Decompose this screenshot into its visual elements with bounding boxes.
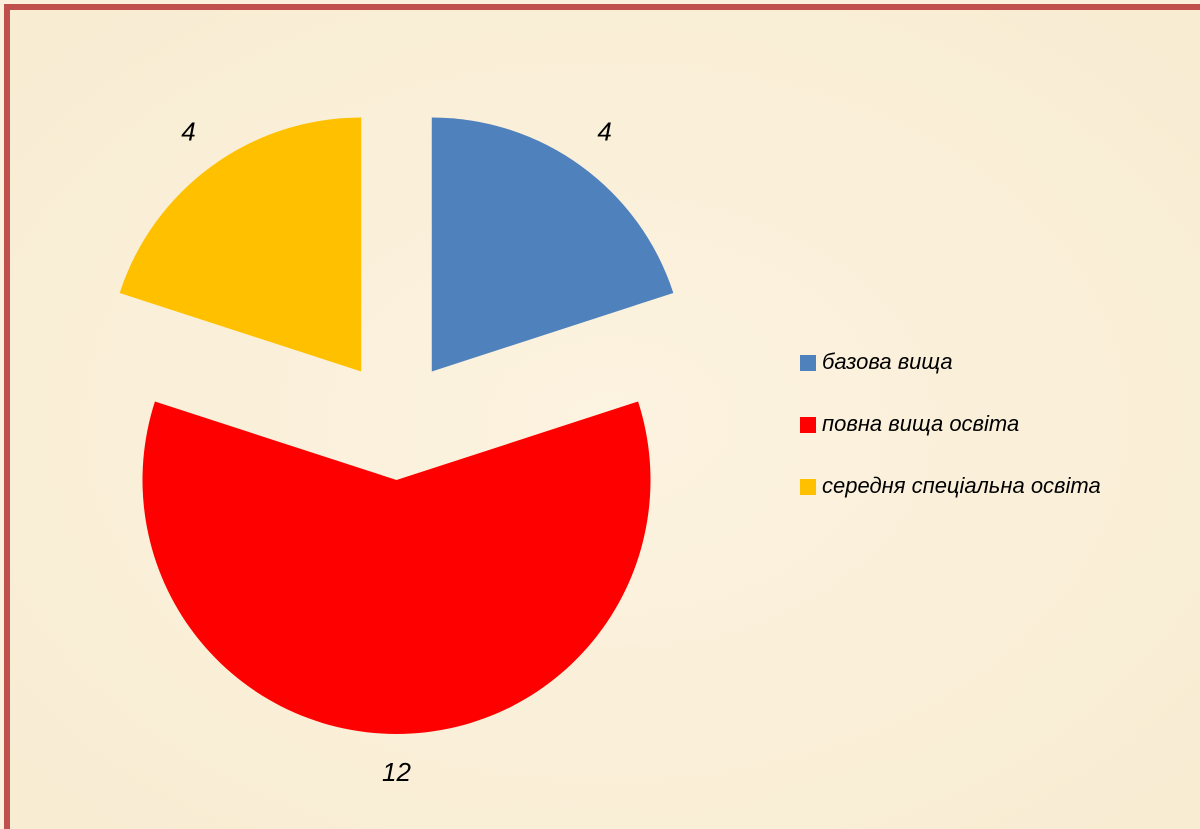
- legend-label: середня спеціальна освіта: [822, 473, 1101, 498]
- pie-slice: [142, 401, 651, 734]
- data-label: 4: [597, 116, 611, 146]
- legend-label: базова вища: [822, 349, 953, 374]
- pie: [119, 117, 674, 734]
- legend-swatch: [800, 417, 816, 433]
- legend-swatch: [800, 355, 816, 371]
- data-labels: 4 12 4: [181, 116, 612, 786]
- pie-slice: [119, 117, 362, 372]
- legend-label: повна вища освіта: [822, 411, 1019, 436]
- pie-slice: [431, 117, 674, 372]
- legend-swatch: [800, 479, 816, 495]
- legend: базова вища повна вища освіта середня спец…: [800, 349, 1101, 498]
- data-label: 4: [181, 116, 195, 146]
- data-label: 12: [382, 757, 411, 787]
